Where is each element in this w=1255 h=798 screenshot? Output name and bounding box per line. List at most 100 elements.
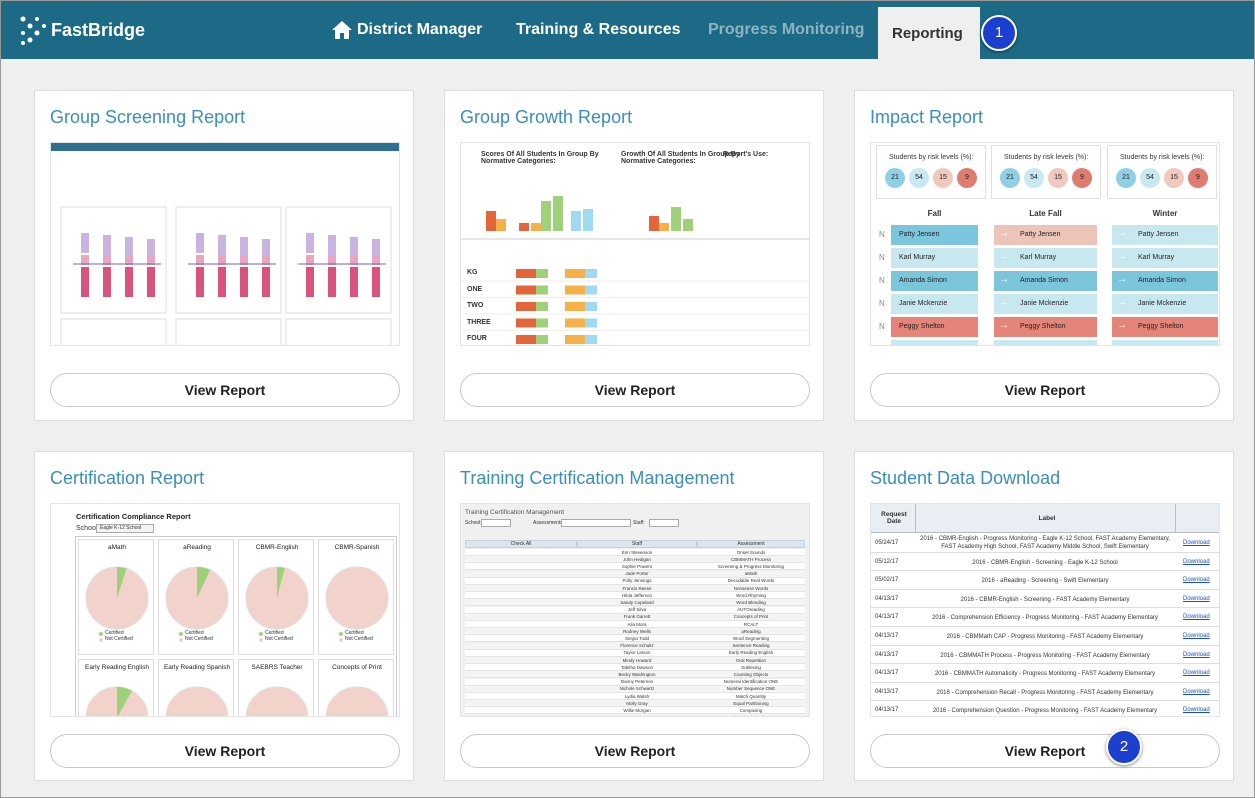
student-name: Peggy Shelton xyxy=(899,323,945,330)
legend-label: Certified xyxy=(105,630,124,636)
student-cell: →Neil Perez xyxy=(1112,340,1218,345)
view-report-button[interactable]: View Report xyxy=(460,734,810,768)
grade-label: FOUR xyxy=(467,335,487,342)
download-link[interactable]: Download xyxy=(1183,540,1210,546)
view-report-button[interactable]: View Report xyxy=(50,373,400,407)
thumb-bar xyxy=(496,219,506,231)
grade-label: KG xyxy=(467,269,478,276)
pie-certified xyxy=(117,567,127,598)
bar-seg xyxy=(306,255,314,265)
table-cell: Quantity Discrimination Most xyxy=(697,715,805,716)
table-cell: Numeral Identification ONE xyxy=(723,679,779,685)
nav-link-active[interactable]: Reporting xyxy=(892,25,963,42)
download-link[interactable]: Download xyxy=(1183,633,1210,639)
bar-seg xyxy=(240,237,248,257)
risk-flag: N xyxy=(879,253,885,262)
table-row: 05/12/17 2016 - CBMR-English - Screening … xyxy=(871,553,1219,572)
table-cell: Frank Garrett xyxy=(623,614,651,620)
cert-panel: CBMR-English Certified Not Certified xyxy=(238,539,314,655)
view-report-button[interactable]: View Report xyxy=(50,734,400,768)
nav-link[interactable]: Progress Monitoring xyxy=(708,21,865,38)
pie-rest xyxy=(165,686,229,716)
panel xyxy=(60,318,167,345)
table-row xyxy=(465,628,805,636)
student-name: Amanda Simon xyxy=(1020,277,1068,284)
panel-frame xyxy=(75,536,397,716)
download-link[interactable]: Download xyxy=(1183,558,1210,565)
legend-label: Certified xyxy=(265,630,284,636)
panel-name: aMath xyxy=(107,544,127,551)
cell xyxy=(585,285,597,295)
table-row xyxy=(465,549,805,556)
bar-seg xyxy=(262,239,270,259)
risk-box: Students by risk levels (%): 21 54 15 9 xyxy=(991,145,1101,199)
student-cell: → Amanda Simon xyxy=(994,271,1097,291)
header-cell: Request Date xyxy=(881,511,907,525)
download-link[interactable]: Download xyxy=(1183,577,1210,584)
card-title[interactable]: Impact Report xyxy=(870,107,984,127)
card-title[interactable]: Certification Report xyxy=(50,468,205,488)
card-title[interactable]: Group Growth Report xyxy=(460,107,633,127)
thumb-bar xyxy=(671,207,681,231)
table-cell: Word Segmenting xyxy=(733,635,769,641)
cell xyxy=(565,318,585,328)
report-thumbnail xyxy=(50,142,400,346)
report-label: 2016 - Comprehension Question - Progress… xyxy=(932,708,1158,715)
panel-name: CBMR-Spanish xyxy=(334,544,380,551)
legend-dot xyxy=(179,632,183,636)
pie xyxy=(245,566,309,630)
bar-seg xyxy=(218,255,226,265)
thumb-heading: Growth Of All Students In Group By Norma… xyxy=(621,151,740,165)
risk-label: Students by risk levels (%): xyxy=(1120,154,1205,161)
cell xyxy=(536,285,548,295)
nav-link[interactable]: Training & Resources xyxy=(516,21,681,38)
arrow-icon: → xyxy=(999,320,1009,331)
table-cell: Polly Jennings xyxy=(622,578,652,584)
student-name: Janie Mckenzie xyxy=(1020,300,1069,307)
cell xyxy=(565,285,585,295)
report-label: 2016 - CBMMATH Automaticity - Progress M… xyxy=(934,671,1156,678)
bar-seg xyxy=(147,239,155,259)
view-report-button[interactable]: View Report xyxy=(870,734,1220,768)
download-link[interactable]: Download xyxy=(1183,595,1210,602)
table-row xyxy=(465,664,805,672)
report-card: Training Certification Management Trainin… xyxy=(444,451,824,781)
cell xyxy=(536,302,548,311)
download-link[interactable]: Download xyxy=(1183,670,1210,677)
thumb-heading: Scores Of All Students In Group By Norma… xyxy=(481,151,599,165)
cert-panel: SAEBRS Teacher xyxy=(238,659,314,716)
panel-name: aReading xyxy=(183,544,211,551)
risk-box: Students by risk levels (%): 21 54 15 9 xyxy=(876,145,986,199)
download-link[interactable]: Download xyxy=(1183,614,1210,621)
table-cell: aReading xyxy=(741,628,761,634)
active-tab[interactable] xyxy=(878,7,980,59)
download-link[interactable]: Download xyxy=(1183,651,1210,658)
risk-circle: 54 xyxy=(1140,168,1160,188)
student-cell: → Janie Mckenzie xyxy=(994,294,1097,314)
view-report-button[interactable]: View Report xyxy=(460,373,810,407)
student-name: Amanda Simon xyxy=(1138,277,1186,284)
request-date: 05/24/17 xyxy=(875,540,899,546)
report-thumbnail: Students by risk levels (%): 21 54 15 9 Stude… xyxy=(870,142,1220,346)
table-head: Request Date Label xyxy=(871,504,1219,533)
pie xyxy=(165,686,229,716)
view-report-button[interactable]: View Report xyxy=(870,373,1220,407)
download-link[interactable]: Download xyxy=(1183,707,1210,714)
card-title[interactable]: Training Certification Management xyxy=(460,468,735,488)
arrow-icon: → xyxy=(1117,343,1127,345)
nav-link[interactable]: District Manager xyxy=(357,21,483,38)
risk-box: Students by risk levels (%): 21 54 15 9 xyxy=(1107,145,1217,199)
download-link[interactable]: Download xyxy=(1183,688,1210,695)
table-row xyxy=(465,577,805,585)
thumb-title: Training Certification Management xyxy=(465,509,565,516)
card-title[interactable]: Group Screening Report xyxy=(50,107,246,127)
table-cell: Composing xyxy=(739,707,763,713)
request-date: 04/13/17 xyxy=(875,614,899,621)
arrow-icon: → xyxy=(999,297,1009,308)
table-cell: Molly Gray xyxy=(626,700,648,706)
bar-seg xyxy=(81,255,89,265)
card-title[interactable]: Student Data Download xyxy=(870,468,1061,488)
thumb-bar xyxy=(649,216,659,231)
panel-name: SAEBRS Teacher xyxy=(251,664,303,671)
table-row xyxy=(465,693,805,700)
